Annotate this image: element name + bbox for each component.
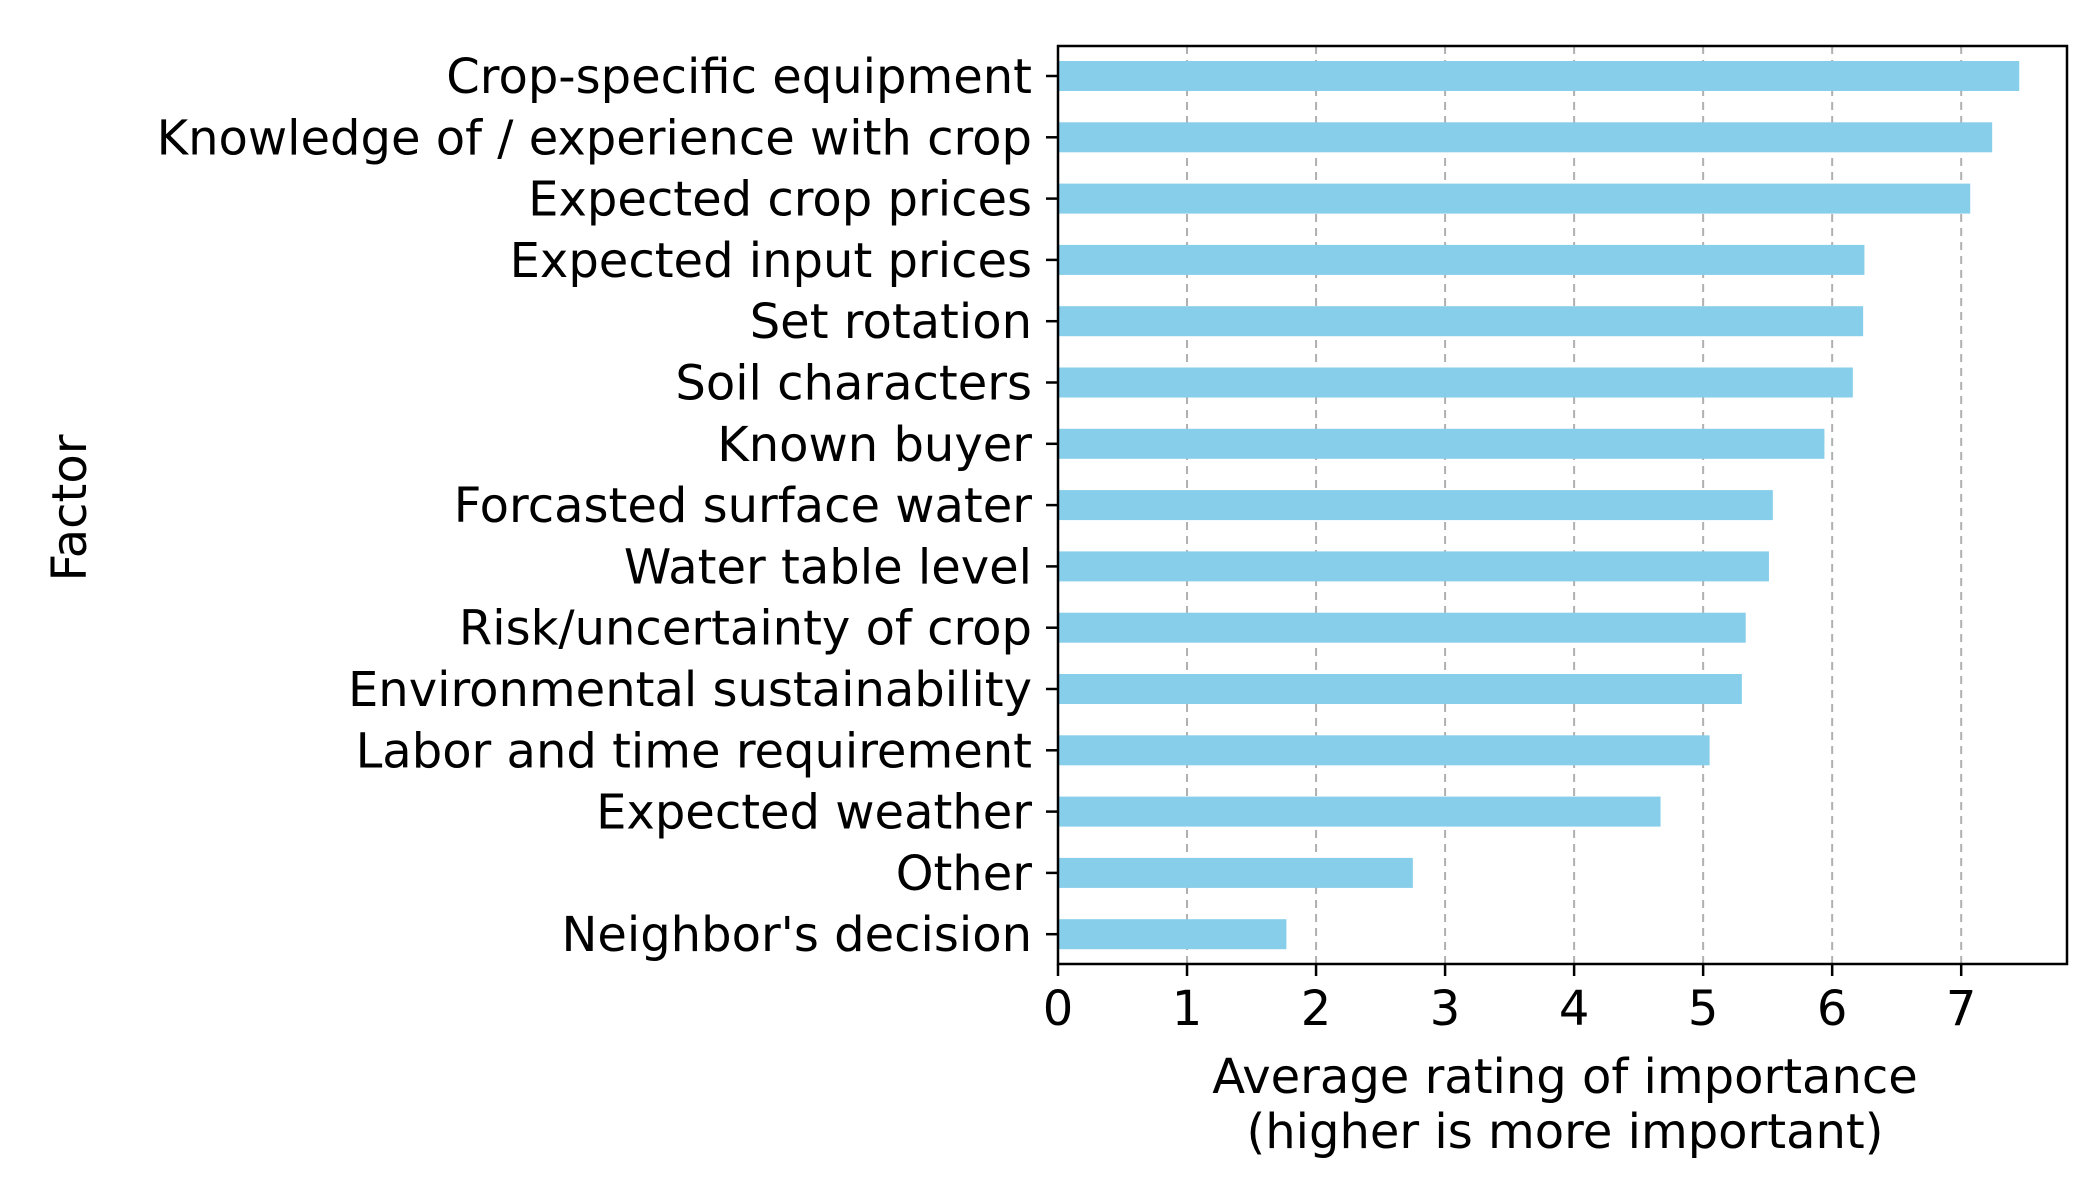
y-tick-label: Knowledge of / experience with crop	[157, 110, 1032, 166]
x-tick-label: 1	[1172, 981, 1203, 1037]
y-tick-label: Expected input prices	[510, 233, 1032, 289]
y-tick-label: Expected crop prices	[528, 172, 1032, 228]
y-tick-label: Crop-specific equipment	[446, 49, 1032, 105]
x-axis-ticks: 0 1 2 3 4 5 6 7	[1043, 964, 1977, 1037]
y-tick-label: Expected weather	[596, 785, 1032, 841]
x-tick-label: 4	[1559, 981, 1590, 1037]
bar	[1058, 551, 1769, 582]
bar	[1058, 919, 1287, 950]
y-axis-title: Factor	[42, 434, 98, 581]
bars	[1058, 61, 2020, 950]
y-tick-label: Neighbor's decision	[561, 907, 1032, 963]
y-tick-label: Forcasted surface water	[454, 478, 1033, 534]
y-tick-label: Soil characters	[675, 356, 1032, 412]
bar	[1058, 306, 1864, 337]
y-tick-label: Set rotation	[750, 294, 1032, 350]
x-tick-label: 0	[1043, 981, 1074, 1037]
x-tick-label: 5	[1688, 981, 1719, 1037]
x-tick-label: 6	[1817, 981, 1848, 1037]
bar	[1058, 428, 1825, 459]
bar	[1058, 612, 1746, 643]
bar	[1058, 61, 2020, 91]
bar	[1058, 490, 1773, 521]
bar	[1058, 367, 1853, 398]
x-axis-title-line-2: (higher is more important)	[1247, 1104, 1884, 1160]
bar	[1058, 122, 1993, 153]
bar	[1058, 244, 1865, 275]
bar	[1058, 735, 1710, 766]
x-tick-label: 3	[1430, 981, 1461, 1037]
bar	[1058, 674, 1742, 704]
x-tick-label: 7	[1946, 981, 1977, 1037]
x-tick-label: 2	[1301, 981, 1332, 1037]
bar	[1058, 796, 1661, 827]
y-tick-label: Labor and time requirement	[356, 723, 1032, 779]
y-tick-label: Other	[896, 846, 1033, 902]
bar	[1058, 857, 1413, 888]
bar	[1058, 183, 1971, 214]
y-tick-label: Known buyer	[717, 417, 1032, 473]
y-tick-label: Water table level	[624, 539, 1032, 595]
y-tick-label: Environmental sustainability	[348, 662, 1032, 718]
y-tick-label: Risk/uncertainty of crop	[459, 601, 1032, 657]
x-axis-title-line-1: Average rating of importance	[1212, 1049, 1918, 1105]
